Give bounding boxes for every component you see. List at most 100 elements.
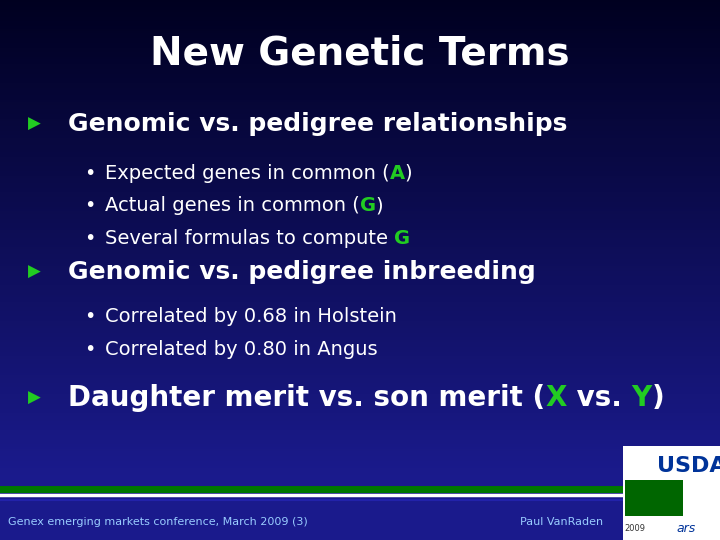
Bar <box>0 152 720 154</box>
Bar <box>0 90 720 93</box>
Bar <box>0 93 720 95</box>
Bar <box>625 481 683 516</box>
Text: •: • <box>84 229 96 248</box>
Bar <box>0 95 720 97</box>
Bar <box>0 73 720 76</box>
Bar <box>0 216 720 219</box>
Bar <box>0 433 720 435</box>
Bar <box>0 468 720 470</box>
Bar <box>0 43 720 45</box>
Bar <box>0 390 720 392</box>
Bar <box>0 31 720 33</box>
Bar <box>0 154 720 157</box>
Bar <box>0 342 720 345</box>
Bar <box>0 242 720 245</box>
Bar <box>0 226 720 228</box>
Bar <box>0 440 720 442</box>
Bar <box>0 57 720 59</box>
Bar <box>0 378 720 380</box>
Bar <box>0 102 720 105</box>
Bar <box>0 366 720 368</box>
Bar <box>0 164 720 166</box>
Bar <box>0 114 720 117</box>
Bar <box>0 247 720 249</box>
Bar <box>0 76 720 78</box>
Bar <box>0 359 720 361</box>
Bar <box>0 45 720 48</box>
Text: G: G <box>360 197 376 215</box>
Bar <box>0 307 720 309</box>
Bar <box>0 449 720 451</box>
Bar <box>0 385 720 387</box>
Text: Expected genes in common (: Expected genes in common ( <box>105 164 390 183</box>
Bar <box>0 36 720 38</box>
Bar <box>0 109 720 112</box>
Bar <box>0 136 720 138</box>
Bar <box>0 297 720 299</box>
Bar <box>0 421 720 423</box>
Text: ▶: ▶ <box>28 263 41 281</box>
Bar <box>0 52 720 55</box>
Bar <box>0 451 720 454</box>
Bar <box>0 392 720 394</box>
Bar <box>0 465 720 468</box>
Bar <box>0 66 720 69</box>
Bar <box>0 333 720 335</box>
Bar <box>0 138 720 140</box>
Bar <box>0 252 720 254</box>
Bar <box>0 176 720 178</box>
Bar <box>0 330 720 333</box>
Bar <box>0 202 720 204</box>
Bar <box>0 361 720 363</box>
Bar <box>0 442 720 444</box>
Bar <box>0 117 720 119</box>
Bar <box>0 382 720 385</box>
Bar <box>0 399 720 402</box>
Bar <box>0 214 720 216</box>
Bar <box>0 299 720 302</box>
Bar <box>0 185 720 188</box>
Bar <box>0 340 720 342</box>
Bar <box>0 71 720 73</box>
Bar <box>0 219 720 221</box>
Text: New Genetic Terms: New Genetic Terms <box>150 35 570 73</box>
Bar <box>0 349 720 352</box>
Bar <box>0 22 720 24</box>
Bar <box>0 456 720 458</box>
Bar <box>0 233 720 235</box>
Bar <box>0 105 720 107</box>
Bar <box>0 145 720 147</box>
Bar <box>0 259 720 261</box>
Text: ): ) <box>376 197 384 215</box>
Bar <box>0 14 720 17</box>
Bar <box>0 195 720 197</box>
Bar <box>0 150 720 152</box>
Text: Actual genes in common (: Actual genes in common ( <box>105 197 360 215</box>
Bar <box>0 437 720 440</box>
Bar <box>0 83 720 85</box>
Bar <box>0 190 720 192</box>
Text: USDA: USDA <box>657 456 720 476</box>
Bar <box>0 411 720 414</box>
Bar <box>0 316 720 319</box>
Text: Correlated by 0.68 in Holstein: Correlated by 0.68 in Holstein <box>105 307 397 326</box>
Bar <box>0 352 720 354</box>
Bar <box>0 240 720 242</box>
Bar <box>0 287 720 290</box>
Bar <box>0 256 720 259</box>
Bar <box>0 168 720 171</box>
Bar <box>0 59 720 62</box>
Bar <box>0 224 720 226</box>
Bar <box>0 81 720 83</box>
Bar <box>0 380 720 382</box>
Text: Genomic vs. pedigree relationships: Genomic vs. pedigree relationships <box>68 112 567 136</box>
Bar <box>0 292 720 295</box>
Text: Genomic vs. pedigree inbreeding: Genomic vs. pedigree inbreeding <box>68 260 536 284</box>
Bar <box>0 271 720 273</box>
Bar <box>0 397 720 399</box>
Bar <box>0 470 720 473</box>
Bar <box>0 231 720 233</box>
Bar <box>0 69 720 71</box>
Bar <box>0 64 720 66</box>
Bar <box>0 423 720 426</box>
